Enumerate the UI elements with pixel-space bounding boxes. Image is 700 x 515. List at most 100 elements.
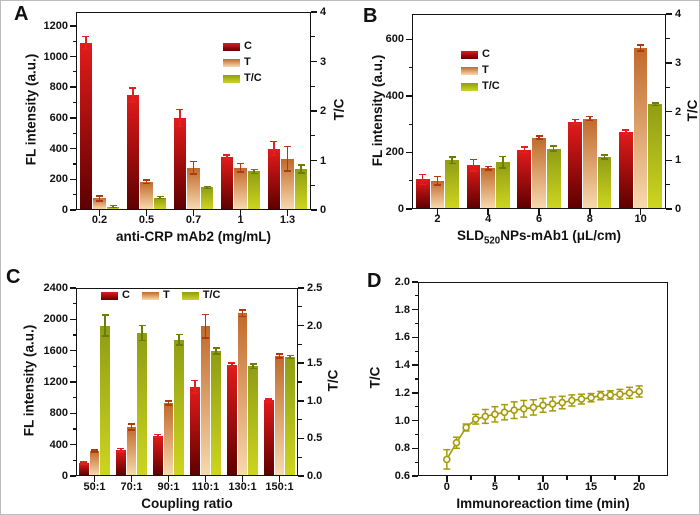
axis-tick	[70, 86, 76, 88]
axis-tick	[70, 178, 76, 181]
data-point-D-3	[471, 415, 480, 423]
error-cap	[143, 179, 150, 181]
legend-label: T	[482, 64, 489, 76]
error-cap	[96, 195, 103, 197]
error-cap	[138, 339, 146, 342]
tick-label: 0.8	[394, 442, 410, 455]
axis-minor-tick	[408, 180, 412, 182]
tick-label: 2.0	[307, 319, 323, 332]
tick-label: 2	[675, 105, 682, 118]
error-cap	[109, 204, 117, 207]
tick-label: 1.8	[394, 303, 410, 316]
bar-C-C-3	[189, 386, 200, 475]
error-cap	[128, 429, 135, 431]
bar-C-T-1	[126, 427, 137, 475]
error-cap	[249, 367, 257, 370]
axis-tick	[666, 159, 672, 161]
error-cap	[249, 363, 257, 365]
axis-tick	[298, 362, 304, 364]
legend-label: T	[244, 56, 251, 68]
legend-swatch-C	[101, 291, 118, 300]
x-axis-title-D: Immunoreaction time (min)	[456, 496, 630, 511]
axis-tick	[192, 210, 195, 216]
error-cap	[469, 170, 477, 172]
error-bar	[472, 159, 475, 171]
axis-tick	[311, 60, 317, 63]
legend-swatch-TC	[223, 74, 240, 83]
tick-label: 1.4	[394, 359, 410, 372]
error-bar	[98, 196, 101, 201]
axis-tick	[494, 476, 496, 482]
error-cap	[469, 158, 477, 161]
axis-tick	[241, 476, 244, 482]
error-cap	[80, 461, 88, 463]
error-bar	[241, 309, 244, 317]
legend-item: T/C	[223, 73, 262, 84]
legend-item: C	[461, 49, 500, 60]
data-point-D-4	[481, 412, 490, 421]
axis-tick	[446, 476, 448, 482]
panel-label-C: C	[6, 266, 21, 288]
error-cap	[154, 433, 162, 436]
error-cap	[117, 447, 125, 450]
data-point-D-1	[452, 438, 461, 447]
bar-B-T-2	[532, 137, 546, 208]
legend-item: T/C	[181, 289, 221, 301]
legend-B: C T T/C	[461, 49, 500, 92]
error-bar	[83, 461, 85, 465]
x-axis-title-C: Coupling ratio	[141, 496, 233, 511]
panel-B: 0 200 400 600 0 1 2 3 4 2 4 6 8 10 SLD520NPs-mAb1 (μL/…	[351, 1, 700, 259]
tick-label: 90:1	[157, 481, 180, 493]
error-cap	[91, 451, 98, 453]
error-cap	[250, 168, 258, 171]
error-bar	[289, 355, 291, 359]
error-cap	[129, 87, 137, 89]
axis-minor-tick	[414, 322, 418, 325]
error-cap	[433, 175, 441, 178]
error-bar	[178, 334, 180, 346]
axis-minor-tick	[72, 303, 76, 305]
bar-A-T-3	[234, 167, 247, 209]
error-cap	[448, 156, 456, 158]
panel-label-B: B	[363, 5, 378, 27]
tick-label: 400	[49, 438, 68, 451]
bar-C-C-2	[152, 436, 163, 475]
data-point-D-17	[606, 391, 615, 399]
legend-label: T/C	[202, 289, 221, 301]
axis-tick	[70, 475, 76, 477]
error-cap	[176, 108, 184, 111]
error-cap	[571, 118, 579, 121]
axis-tick	[412, 392, 418, 394]
error-cap	[223, 154, 231, 156]
error-cap	[270, 154, 278, 157]
error-cap	[601, 158, 609, 160]
axis-minor-tick	[666, 86, 670, 88]
error-cap	[601, 154, 609, 156]
legend-C: C T T/C	[101, 290, 220, 301]
error-cap	[212, 353, 220, 355]
error-bar	[130, 423, 133, 431]
tick-label: 0.5	[138, 214, 155, 226]
legend-swatch-TC	[461, 82, 478, 91]
error-cap	[586, 119, 594, 122]
axis-tick	[666, 208, 672, 210]
axis-minor-tick	[414, 461, 418, 463]
axis-tick	[412, 364, 418, 366]
tick-label: 1600	[43, 344, 68, 357]
error-cap	[175, 344, 183, 346]
tick-label: 1.5	[307, 357, 323, 370]
bar-B-C-2	[517, 149, 532, 208]
axis-tick	[412, 419, 418, 422]
bar-A-C-3	[220, 157, 234, 209]
error-cap	[109, 206, 117, 209]
data-point-D-7	[510, 406, 518, 414]
error-bar	[278, 354, 281, 359]
axis-minor-tick	[566, 476, 568, 480]
legend-item: T	[461, 65, 500, 76]
data-point-D-10	[539, 401, 547, 410]
y-axis-title-A: FL intensity (a.u.)	[23, 53, 39, 166]
bar-C-T-5	[274, 356, 285, 475]
legend-item: T	[223, 57, 262, 68]
tick-label: 110:1	[191, 481, 220, 493]
